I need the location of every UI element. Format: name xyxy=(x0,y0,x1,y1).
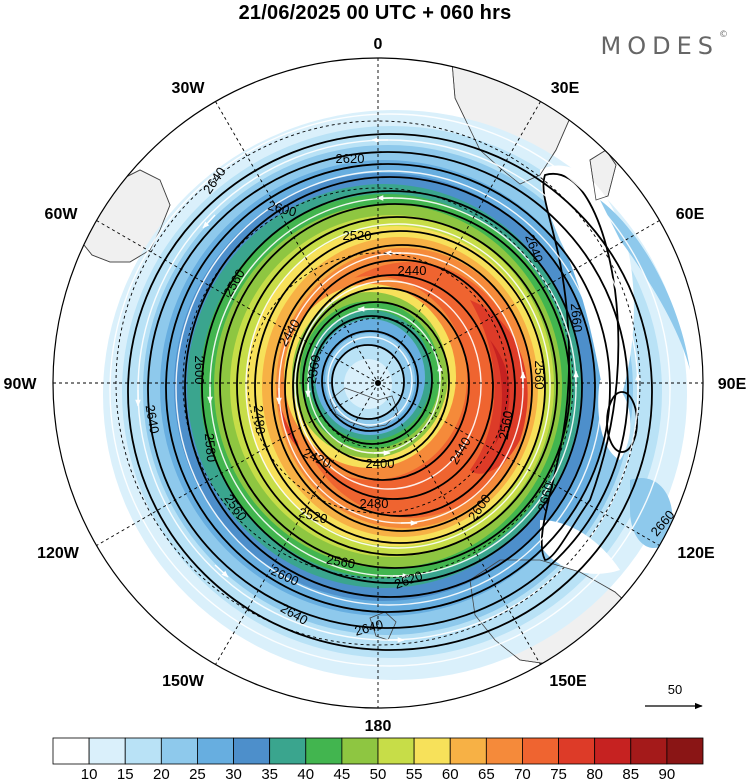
longitude-label: 120W xyxy=(37,545,80,562)
contour-label: 2600 xyxy=(192,356,207,385)
longitude-label: 0 xyxy=(374,36,383,53)
map-disc xyxy=(53,58,703,708)
colorbar-tick-label: 70 xyxy=(514,766,531,782)
colorbar-swatch xyxy=(160,737,198,765)
wind-arrows xyxy=(135,137,641,643)
longitude-label: 90E xyxy=(718,376,747,393)
contour-label: 2640 xyxy=(143,404,163,435)
height-contours xyxy=(127,133,653,651)
longitude-label: 150W xyxy=(162,673,205,690)
colorbar-swatch xyxy=(377,737,415,765)
contour-label: 2440 xyxy=(398,263,427,278)
longitude-label: 30E xyxy=(551,80,580,97)
reference-vector: 50 xyxy=(645,682,703,710)
contour-label: 2560 xyxy=(496,410,516,441)
map-title: 21/06/2025 00 UTC + 060 hrs xyxy=(238,2,512,24)
colorbar-tick-label: 80 xyxy=(586,766,603,782)
map-border xyxy=(52,57,704,709)
contour-label: 2560 xyxy=(532,361,547,390)
longitude-label: 30W xyxy=(172,80,206,97)
contour-label: 2660 xyxy=(535,481,557,513)
colorbar-tick-label: 50 xyxy=(370,766,387,782)
contour-label: 2520 xyxy=(343,228,372,243)
longitude-label: 90W xyxy=(4,376,38,393)
longitude-label: 180 xyxy=(365,718,392,735)
colorbar-swatch xyxy=(197,737,234,765)
colorbar: 10 15 20 25 30 35 40 45 50 55 60 65 70 75 80 85 90 xyxy=(52,737,704,782)
colorbar-tick-label: 10 xyxy=(81,766,98,782)
longitude-label: 150E xyxy=(549,673,587,690)
contour-label: 2520 xyxy=(297,505,329,527)
contour-label: 2600 xyxy=(266,198,298,220)
colorbar-swatch xyxy=(485,737,523,765)
contour-label: 2480 xyxy=(360,496,389,511)
contour-label: 2620 xyxy=(336,151,365,166)
colorbar-swatch xyxy=(413,737,451,765)
colorbar-swatch xyxy=(449,737,487,765)
colorbar-swatch xyxy=(558,737,596,765)
colorbar-swatch xyxy=(269,737,307,765)
longitude-label: 60E xyxy=(676,206,705,223)
colorbar-tick-label: 15 xyxy=(117,766,134,782)
contour-label: 2660 xyxy=(568,303,585,333)
modes-logo: MODES© xyxy=(600,30,728,60)
colorbar-tick-label: 25 xyxy=(189,766,206,782)
colorbar-swatch xyxy=(594,737,632,765)
colorbar-tick-label: 90 xyxy=(659,766,676,782)
contour-label: 2400 xyxy=(366,456,395,471)
south-pole-marker xyxy=(375,380,381,386)
colorbar-tick-label: 20 xyxy=(153,766,170,782)
colorbar-swatch xyxy=(305,737,343,765)
longitude-labels: 0 30E 60E 90E 120E 150E 180 150W 120W 90W 60W 30W xyxy=(4,36,747,735)
colorbar-tick-label: 45 xyxy=(334,766,351,782)
colorbar-swatch xyxy=(88,737,126,765)
colorbar-tick-label: 35 xyxy=(261,766,278,782)
colorbar-swatch xyxy=(666,737,704,765)
colorbar-swatch xyxy=(124,737,162,765)
colorbar-tick-label: 55 xyxy=(406,766,423,782)
colorbar-swatch xyxy=(630,737,668,765)
colorbar-tick-label: 65 xyxy=(478,766,495,782)
contour-label: 2580 xyxy=(202,433,219,463)
colorbar-tick-label: 75 xyxy=(550,766,567,782)
contour-label: 2480 xyxy=(251,405,268,435)
colorbar-swatch xyxy=(522,737,559,765)
colorbar-tick-label: 85 xyxy=(622,766,639,782)
colorbar-swatch xyxy=(52,737,90,765)
colorbar-tick-label: 40 xyxy=(297,766,314,782)
colorbar-tick-label: 60 xyxy=(442,766,459,782)
longitude-label: 120E xyxy=(677,545,715,562)
colorbar-swatch xyxy=(341,737,379,765)
colorbar-tick-label: 30 xyxy=(225,766,242,782)
contour-label: 2360 xyxy=(304,354,324,385)
reference-vector-label: 50 xyxy=(668,682,682,697)
longitude-label: 60W xyxy=(45,206,79,223)
contour-label: 2560 xyxy=(325,552,356,572)
colorbar-swatch xyxy=(233,737,271,765)
contour-label: 2640 xyxy=(353,617,385,639)
